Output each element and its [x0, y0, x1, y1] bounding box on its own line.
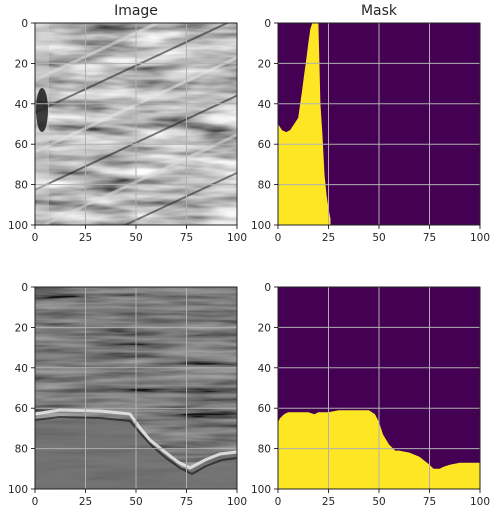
ticks: 0 25 50 75 100 0 20 40 60 80 100: [8, 282, 247, 508]
y-tick-label: 80: [258, 444, 271, 456]
x-tick-label: 0: [275, 232, 282, 244]
panel-mask-bottom: 0 25 50 75 100 0 20 40 60 80 100: [251, 282, 490, 508]
x-tick-label: 50: [129, 232, 142, 244]
x-tick-label: 50: [372, 496, 385, 508]
y-tick-label: 0: [264, 18, 271, 30]
x-tick-label: 50: [372, 232, 385, 244]
mask-region: [278, 23, 331, 225]
y-tick-label: 100: [8, 220, 28, 232]
image-content: [35, 23, 237, 225]
ticks: 0 25 50 75 100 0 20 40 60 80 100: [251, 18, 490, 244]
x-tick-label: 50: [129, 496, 142, 508]
x-tick-label: 25: [322, 496, 335, 508]
y-tick-label: 20: [15, 322, 28, 334]
x-tick-label: 75: [180, 496, 193, 508]
x-tick-label: 0: [275, 496, 282, 508]
panel-title: Mask: [361, 3, 398, 19]
y-tick-label: 40: [258, 99, 271, 111]
y-tick-label: 60: [258, 403, 271, 415]
x-tick-label: 75: [423, 232, 436, 244]
y-tick-label: 100: [8, 484, 28, 496]
y-tick-label: 100: [251, 484, 271, 496]
y-tick-label: 60: [258, 139, 271, 151]
panel-image-bottom: 0 25 50 75 100 0 20 40 60 80 100: [8, 282, 247, 508]
x-tick-label: 25: [79, 232, 92, 244]
x-tick-label: 75: [180, 232, 193, 244]
y-tick-label: 20: [258, 322, 271, 334]
x-tick-label: 100: [227, 232, 247, 244]
y-tick-label: 0: [264, 282, 271, 294]
y-tick-label: 80: [15, 444, 28, 456]
y-tick-label: 0: [21, 282, 28, 294]
y-tick-label: 60: [15, 139, 28, 151]
x-tick-label: 25: [322, 232, 335, 244]
y-tick-label: 60: [15, 403, 28, 415]
y-tick-label: 100: [251, 220, 271, 232]
panel-title: Image: [114, 3, 158, 19]
y-tick-label: 0: [21, 18, 28, 30]
ticks: 0 25 50 75 100 0 20 40 60 80 100: [8, 18, 247, 244]
x-tick-label: 100: [227, 496, 247, 508]
x-tick-label: 100: [470, 232, 490, 244]
x-tick-label: 100: [470, 496, 490, 508]
y-tick-label: 20: [15, 58, 28, 70]
ticks: 0 25 50 75 100 0 20 40 60 80 100: [251, 282, 490, 508]
y-tick-label: 40: [15, 99, 28, 111]
panel-image-top: Image 0 25 50 75 100 0 20 40 60 80 100: [8, 3, 247, 244]
x-tick-label: 25: [79, 496, 92, 508]
x-tick-label: 75: [423, 496, 436, 508]
y-tick-label: 40: [258, 363, 271, 375]
panel-mask-top: Mask 0 25 50 75 100 0 20 40 60 80 100: [251, 3, 490, 244]
y-tick-label: 80: [258, 180, 271, 192]
y-tick-label: 20: [258, 58, 271, 70]
x-tick-label: 0: [32, 232, 39, 244]
y-tick-label: 40: [15, 363, 28, 375]
x-tick-label: 0: [32, 496, 39, 508]
y-tick-label: 80: [15, 180, 28, 192]
